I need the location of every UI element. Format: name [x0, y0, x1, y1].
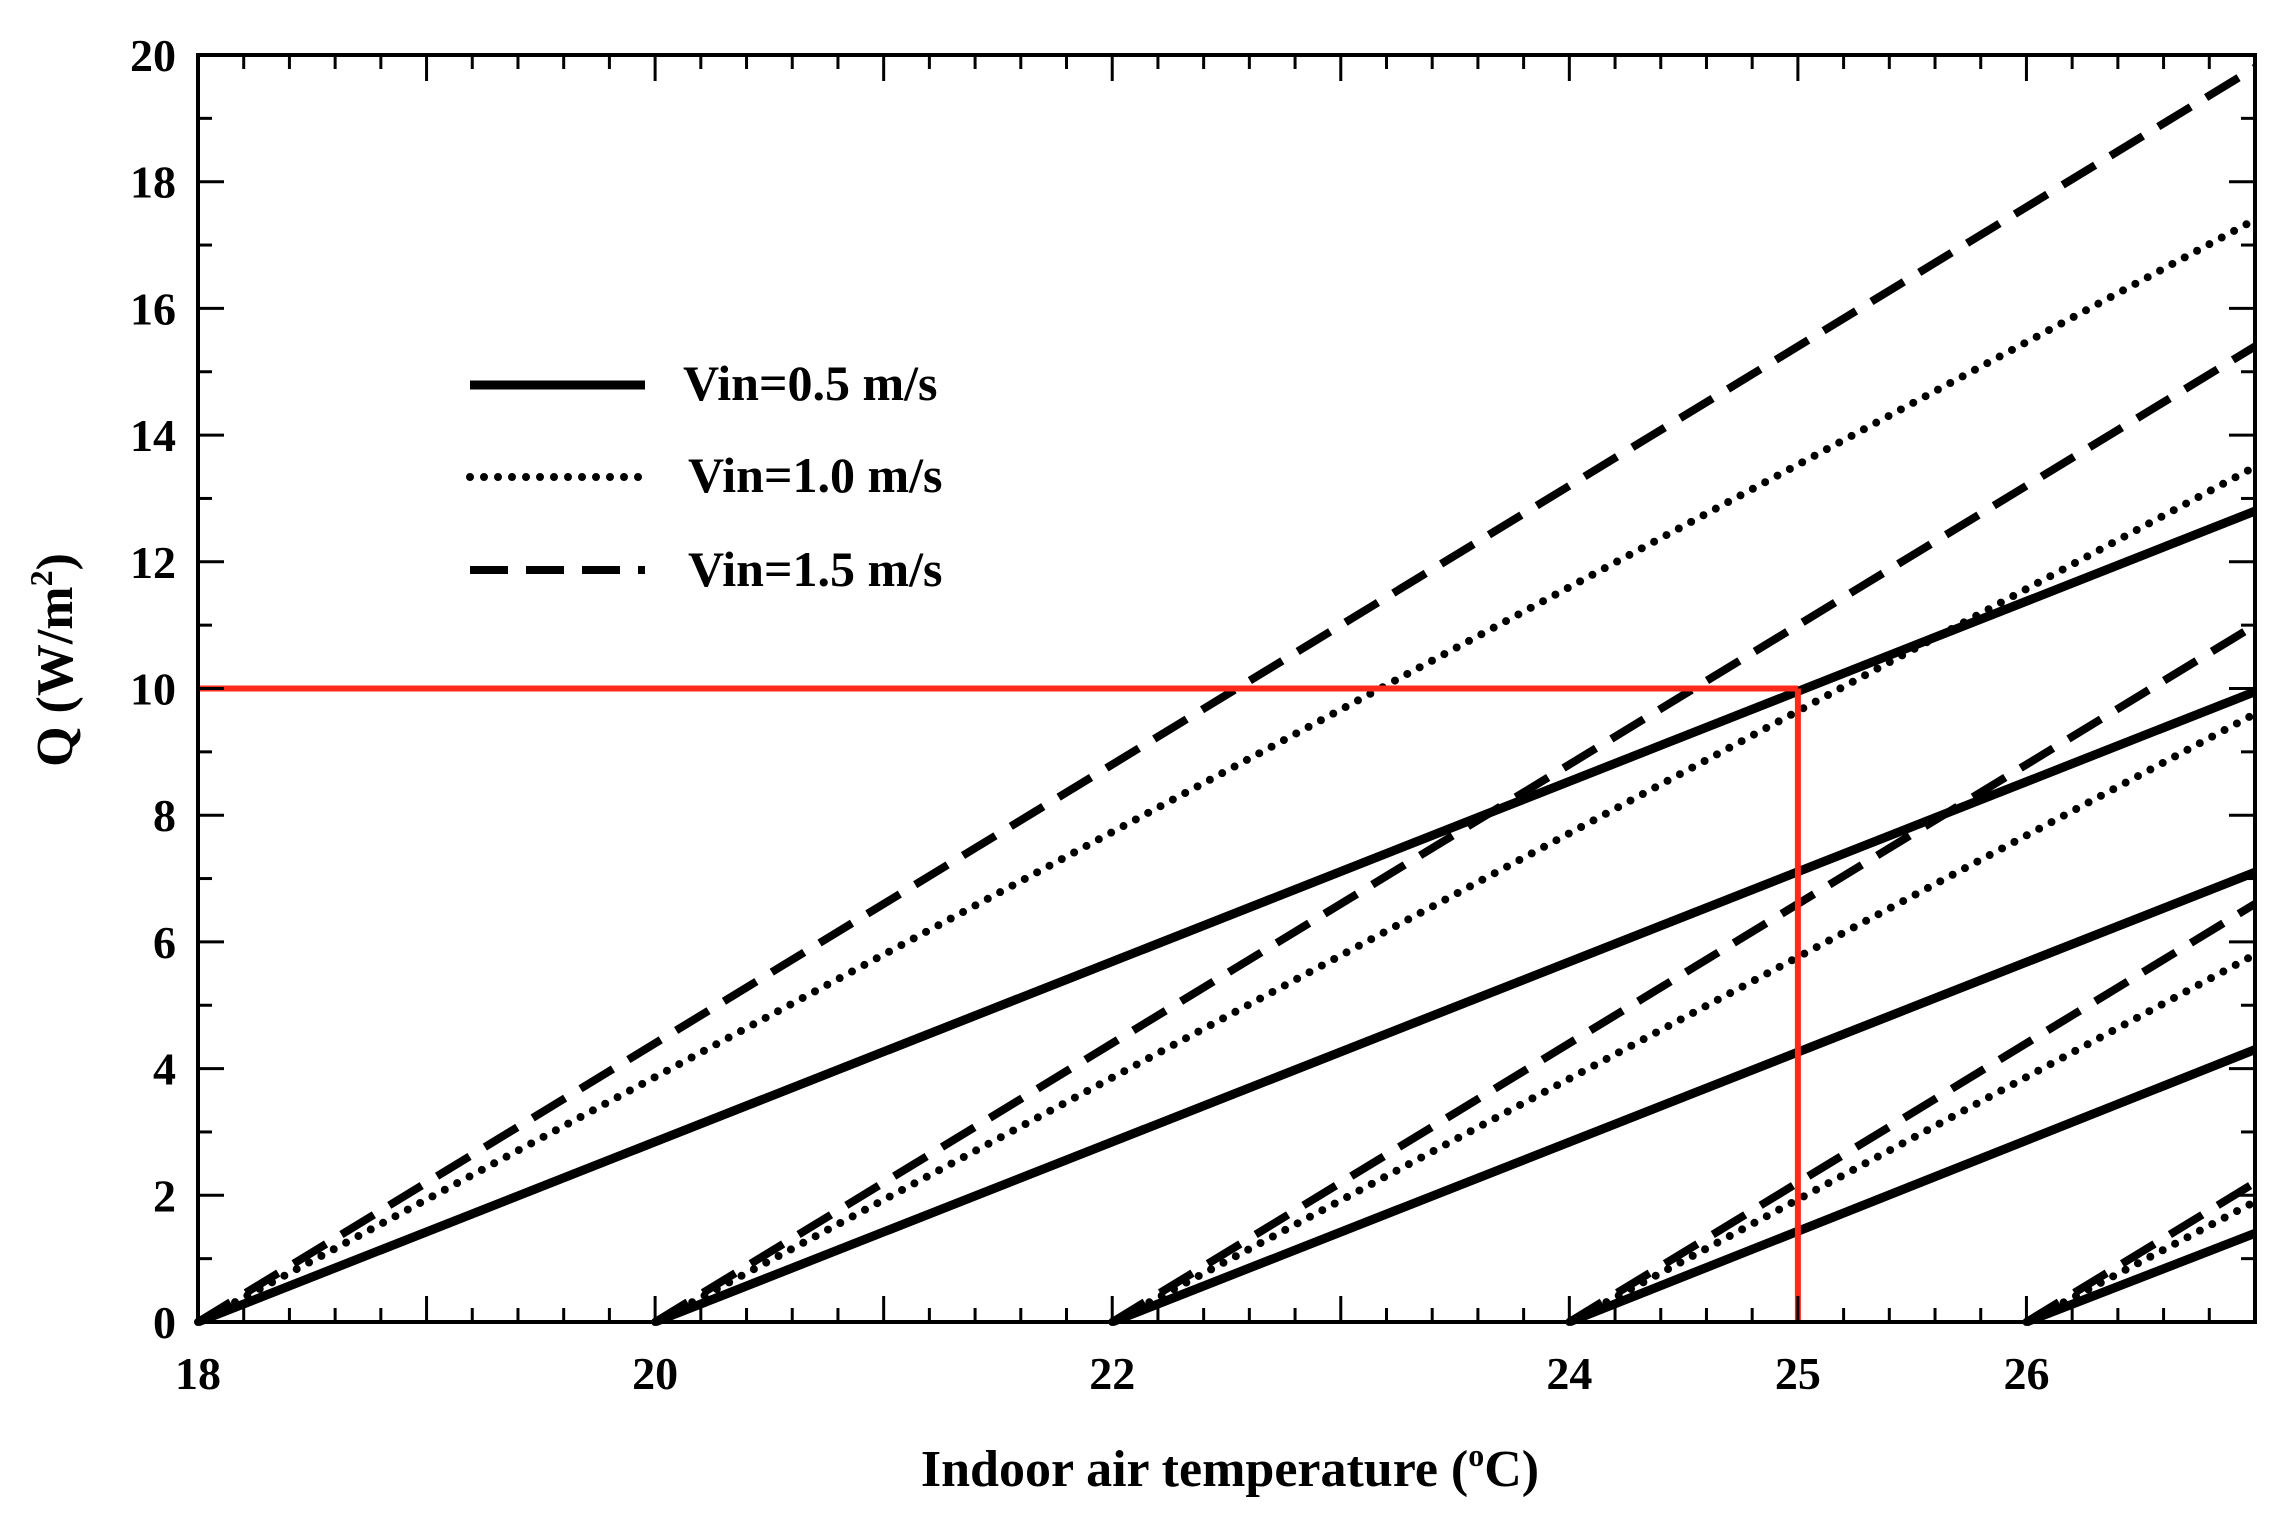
ticks-layer: [196, 53, 2257, 1324]
y-tick-label: 4: [153, 1044, 176, 1095]
reference-layer: [198, 685, 1801, 1322]
x-tick-label: 20: [632, 1348, 678, 1399]
series-dashed-line-3: [1110, 621, 2258, 1326]
series-dashed-line-2: [653, 342, 2258, 1326]
series-dashed-line-1: [195, 64, 2258, 1326]
series-dashed-line-4: [1567, 900, 2258, 1326]
x-axis-title-tail: C): [1484, 1441, 1539, 1498]
series-dotted-line-4: [1565, 950, 2259, 1326]
y-tick-label: 8: [153, 790, 176, 841]
y-tick-label: 6: [153, 917, 176, 968]
x-tick-label: 25: [1775, 1348, 1821, 1399]
x-tick-label: 24: [1546, 1348, 1592, 1399]
legend-label-dotted: Vin=1.0 m/s: [688, 447, 942, 503]
legend: Vin=0.5 m/s Vin=1.0 m/s Vin=1.5 m/s: [466, 355, 942, 597]
series-dashed-line-5: [2024, 1179, 2258, 1326]
x-tick-label: 26: [2003, 1348, 2049, 1399]
y-axis-title-sup: 2: [23, 570, 59, 586]
x-tick-label: 18: [175, 1348, 221, 1399]
x-axis-title: Indoor air temperature (oC): [921, 1437, 1539, 1498]
series-dotted-line-1: [194, 215, 2259, 1326]
series-solid-line-2: [653, 687, 2257, 1327]
x-axis-title-sup: o: [1468, 1437, 1484, 1473]
series-solid-line-5: [2024, 1229, 2257, 1327]
series-dotted-line-3: [1108, 709, 2259, 1326]
y-axis-title: Q (W/m2): [23, 553, 84, 767]
y-tick-label: 10: [130, 664, 176, 715]
y-tick-label: 2: [153, 1170, 176, 1221]
y-tick-label: 20: [130, 30, 176, 81]
y-tick-label: 14: [130, 410, 176, 461]
y-tick-label: 0: [153, 1297, 176, 1348]
series-layer: [194, 64, 2259, 1327]
y-tick-label: 16: [130, 283, 176, 334]
x-tick-label: 22: [1089, 1348, 1135, 1399]
series-solid-line-1: [196, 506, 2257, 1327]
legend-label-dashed: Vin=1.5 m/s: [688, 541, 942, 597]
series-solid-line-4: [1567, 1045, 2257, 1327]
series-solid-line-3: [1110, 868, 2257, 1327]
y-tick-label: 18: [130, 157, 176, 208]
legend-label-solid: Vin=0.5 m/s: [683, 355, 937, 411]
series-dotted-line-2: [651, 462, 2259, 1326]
y-tick-label: 12: [130, 537, 176, 588]
y-axis-title-tail: ): [27, 553, 84, 570]
series-dotted-line-5: [2022, 1197, 2259, 1326]
